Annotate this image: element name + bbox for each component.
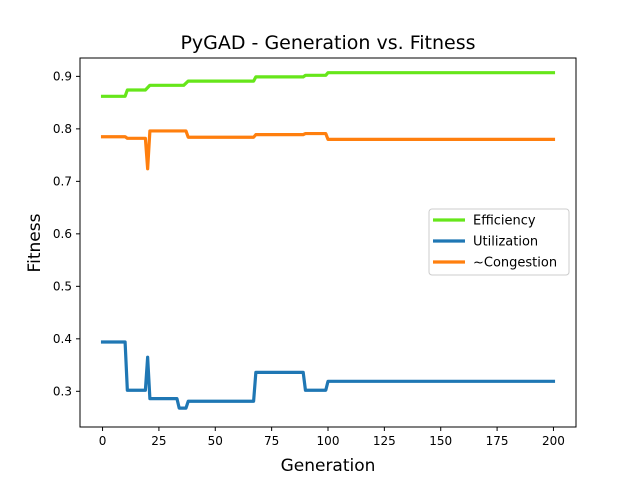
y-tick-label: 0.6 xyxy=(53,227,72,241)
y-tick-label: 0.4 xyxy=(53,332,72,346)
legend-label-1: Utilization xyxy=(473,235,538,250)
y-tick-label: 0.8 xyxy=(53,122,72,136)
y-axis-label: Fitness xyxy=(25,213,45,272)
x-tick-label: 125 xyxy=(373,434,396,448)
legend-label-0: Efficiency xyxy=(473,214,536,229)
y-tick-label: 0.3 xyxy=(53,384,72,398)
y-tick-label: 0.9 xyxy=(53,69,72,83)
x-tick-label: 50 xyxy=(208,434,223,448)
series-layer xyxy=(100,71,556,410)
x-axis-label: Generation xyxy=(281,456,376,476)
series-line-1 xyxy=(100,340,556,410)
x-tick-label: 0 xyxy=(99,434,107,448)
legend-label-2: ~Congestion xyxy=(473,256,557,271)
x-tick-label: 25 xyxy=(151,434,166,448)
series-line-2 xyxy=(100,129,556,171)
y-tick-label: 0.5 xyxy=(53,279,72,293)
series-line-0 xyxy=(100,71,556,98)
legend-box xyxy=(428,208,570,276)
x-tick-label: 75 xyxy=(264,434,279,448)
legend: Efficiency Utilization ~Congestion xyxy=(428,208,570,276)
x-axis: 0 25 50 75 100 125 150 175 200 xyxy=(99,427,565,448)
y-tick-label: 0.7 xyxy=(53,174,72,188)
x-tick-label: 200 xyxy=(542,434,565,448)
x-tick-label: 100 xyxy=(317,434,340,448)
x-tick-label: 175 xyxy=(486,434,509,448)
chart-title: PyGAD - Generation vs. Fitness xyxy=(180,32,475,54)
x-tick-label: 150 xyxy=(429,434,452,448)
y-axis: 0.3 0.4 0.5 0.6 0.7 0.8 0.9 xyxy=(53,69,80,398)
